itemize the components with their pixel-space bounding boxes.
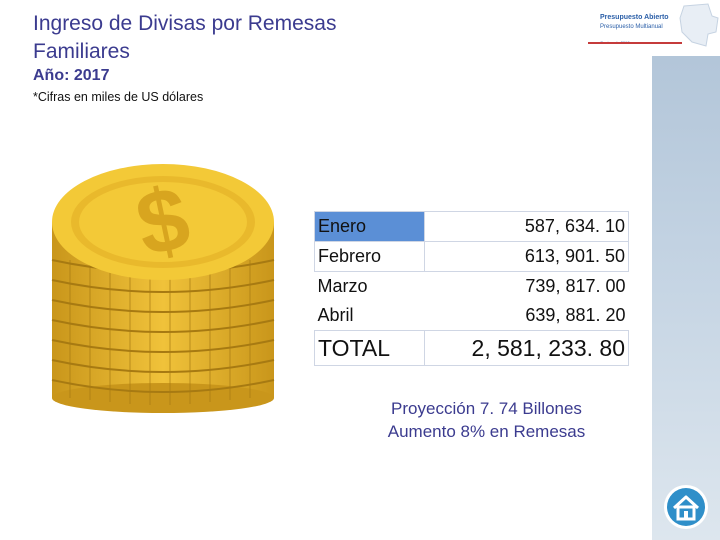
total-value: 2, 581, 233. 80 [424, 330, 629, 366]
month-value: 639, 881. 20 [525, 305, 626, 325]
month-value: 739, 817. 00 [525, 276, 626, 296]
table-row: Marzo 739, 817. 00 [315, 272, 629, 302]
table-row: Febrero 613, 901. 50 [314, 241, 629, 272]
logo-box [586, 8, 682, 48]
month-label: Enero [314, 211, 425, 242]
table-row: Abril 639, 881. 20 [315, 301, 629, 331]
total-label: TOTAL [314, 330, 425, 366]
page-title: Ingreso de Divisas por Remesas Familiare… [33, 12, 337, 63]
right-side-panel [652, 0, 720, 540]
month-label: Febrero [314, 241, 425, 272]
currency-note: *Cifras en miles de US dólares [33, 90, 204, 104]
logo-underline [588, 42, 682, 44]
logo-line2: Presupuesto Multianual [600, 24, 663, 30]
logo-line1: Presupuesto Abierto [600, 14, 669, 21]
month-value: 613, 901. 50 [424, 241, 629, 272]
month-label: Marzo [317, 276, 368, 296]
year-label: Año: 2017 [33, 67, 110, 84]
remittance-table: Enero 587, 634. 10 Febrero 613, 901. 50 … [314, 211, 629, 366]
month-value: 587, 634. 10 [424, 211, 629, 242]
month-label: Abril [317, 305, 354, 325]
table-row: Enero 587, 634. 10 [314, 211, 629, 242]
total-row: TOTAL 2, 581, 233. 80 [314, 330, 629, 366]
presupuesto-abierto-logo: Presupuesto Abierto Presupuesto Multianu… [586, 2, 720, 50]
home-icon[interactable] [663, 484, 709, 530]
dollar-coin-stack-icon: $ [51, 164, 275, 413]
guatemala-map-icon [679, 3, 719, 47]
projection-text: Proyección 7. 74 Billones Aumento 8% en … [387, 399, 586, 441]
